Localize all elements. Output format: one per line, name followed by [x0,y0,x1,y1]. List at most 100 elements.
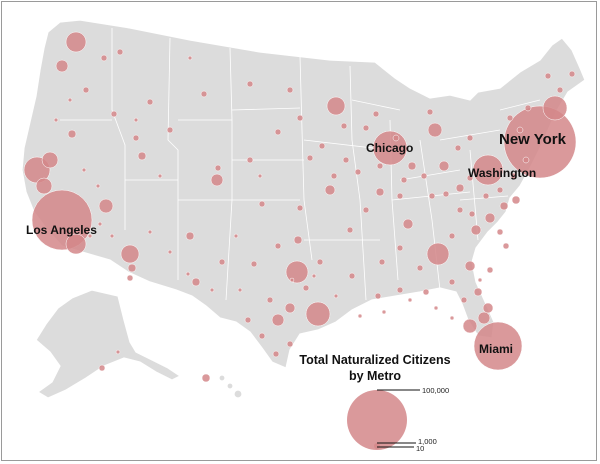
metro-bubble [65,233,87,255]
metro-bubble [116,48,124,56]
alaska-landmass [35,289,182,399]
metro-bubble [185,271,191,277]
metro-bubble [305,301,331,327]
metro-bubble [392,134,400,142]
metro-bubble [506,114,514,122]
metro-bubble [87,233,93,239]
metro-bubble [438,160,450,172]
label-miami: Miami [479,342,513,356]
metro-bubble [503,105,577,179]
metro-bubble [306,154,314,162]
metro-bubble [110,110,118,118]
metro-bubble [511,195,521,205]
metro-bubble [460,296,468,304]
metro-bubble [272,350,280,358]
metro-bubble [342,156,350,164]
metro-bubble [416,264,424,272]
metro-bubble [326,96,346,116]
metro-bubble [442,190,450,198]
metro-bubble [147,229,153,235]
metro-bubble [348,272,356,280]
metro-bubble [428,192,436,200]
legend-value-100000: 100,000 [422,386,449,395]
metro-bubble [250,260,258,268]
metro-bubble [484,212,496,224]
metro-bubble [448,232,456,240]
metro-bubble [462,318,478,334]
metro-bubble [167,249,173,255]
hawaii-landmass [218,374,243,399]
metro-bubble [516,126,524,134]
metro-bubble [274,128,282,136]
metro-bubble [346,226,354,234]
metro-bubble [166,126,174,134]
metro-bubble [496,228,504,236]
metro-bubble [258,332,266,340]
metro-bubble [456,206,464,214]
metro-bubble [97,221,103,227]
metro-bubble [482,192,490,200]
metro-bubble [286,340,294,348]
label-los-angeles: Los Angeles [26,223,97,237]
metro-bubble [200,90,208,98]
metro-bubble [396,244,404,252]
metro-bubble [98,364,106,372]
metro-bubble [311,273,317,279]
metro-bubble [468,210,476,218]
metro-bubble [454,144,462,152]
legend-bubble-1000 [374,443,380,449]
metro-bubble [473,321,523,371]
metro-bubble [357,313,363,319]
legend-title-line2: by Metro [349,369,401,383]
metro-bubble [185,231,195,241]
metro-bubble [482,302,494,314]
metro-bubble [266,296,274,304]
metro-bubble [132,134,140,142]
metro-bubble [258,200,266,208]
metro-bubble [510,172,518,180]
label-washington: Washington [468,166,536,180]
metro-bubble [246,156,254,164]
metro-bubble [302,284,310,292]
metro-bubble [237,287,243,293]
metro-bubble [318,142,326,150]
metro-bubble [157,173,163,179]
metro-bubble [115,349,121,355]
metro-bubble [426,108,434,116]
metro-bubble [568,70,576,78]
metro-bubble [477,277,483,283]
metro-bubble [41,151,59,169]
metro-bubble [98,198,114,214]
label-chicago: Chicago [366,141,413,155]
metro-bubble [376,162,384,170]
metro-bubble [427,122,443,138]
metro-bubble [289,277,295,283]
legend-value-10: 10 [416,444,424,453]
metro-bubble [426,242,450,266]
metro-bubble [502,242,510,250]
metro-bubble [433,305,439,311]
metro-bubble [257,173,263,179]
legend-value-1000: 1,000 [418,437,437,446]
metro-bubble [246,80,254,88]
metro-bubble [218,258,226,266]
metro-bubble [448,278,456,286]
metro-bubble [109,233,115,239]
metro-bubble [285,260,309,284]
metro-bubble [381,309,387,315]
metro-bubble [362,206,370,214]
metro-bubble [210,173,224,187]
metro-bubble [378,258,386,266]
metro-bubble [333,293,339,299]
metro-bubble [544,72,552,80]
metro-bubble [214,164,222,172]
metro-bubble [133,117,139,123]
metro-bubble [120,244,140,264]
metro-bubble [542,95,568,121]
metro-bubble [67,97,73,103]
metro-bubbles [23,31,577,383]
metro-bubble [284,302,296,314]
metro-bubble [464,260,476,272]
metro-bubble [472,154,504,186]
metro-bubble [187,55,193,61]
